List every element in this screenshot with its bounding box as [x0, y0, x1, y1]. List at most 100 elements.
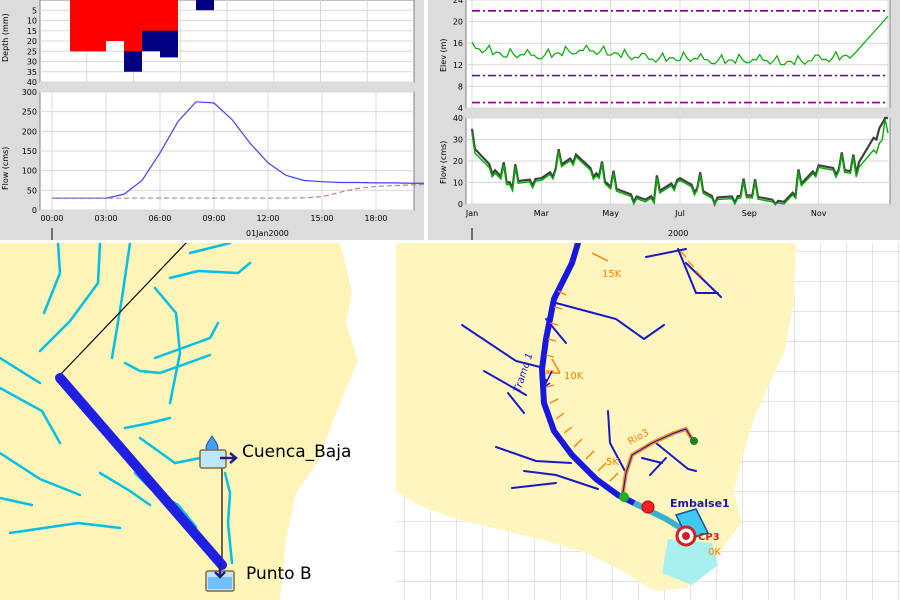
hflow-series-line: [52, 183, 424, 199]
res-flow-x-ticks: Jan Mar May Jul Sep Nov: [465, 209, 827, 218]
rflow-y-tick: 40: [453, 114, 463, 123]
elev-y-tick: 20: [453, 18, 463, 27]
elev-series-line: [471, 15, 889, 66]
elev-ylabel: Elev (m): [439, 38, 448, 72]
rflow-x-tick: Mar: [534, 209, 550, 218]
link-line-1: [59, 243, 187, 376]
subbasin-label: Cuenca_Baja: [242, 442, 351, 462]
precip-y-tick: 15: [27, 27, 37, 36]
hflow-x-tick: 06:00: [148, 214, 171, 223]
hflow-y-tick: 50: [27, 186, 37, 195]
precip-y-tick: 25: [27, 47, 37, 56]
reservoir-label: Embalse1: [670, 497, 730, 510]
precip-y-tick: 35: [27, 68, 37, 77]
elev-y-tick: 12: [453, 61, 463, 70]
elev-y-tick: 4: [458, 104, 463, 113]
control-point-center: [682, 532, 690, 540]
hflow-series-line: [52, 101, 424, 199]
rflow-x-tick: May: [602, 209, 619, 218]
res-flow-ylabel: Flow (cms): [439, 141, 448, 184]
rio3-reach-inner: [621, 428, 693, 500]
junction-label: Punto B: [246, 564, 312, 584]
hydro-flow-xsublabel: 01Jan2000: [246, 229, 289, 238]
hflow-y-tick: 200: [22, 127, 37, 136]
precip-y-tick: 5: [32, 6, 37, 15]
precip-y-tick: 20: [27, 37, 37, 46]
precip-y-tick: 40: [27, 78, 37, 87]
res-flow-xsublabel: 2000: [668, 229, 688, 238]
watershed-area: [0, 243, 358, 600]
res-flow-lines: [470, 116, 889, 207]
hydrograph-panel: 5 10 15 20 25 30 35 40 Depth (mm) 0 50 100 150 200 2…: [0, 0, 424, 240]
station-label-15k: 15K: [602, 269, 622, 280]
precip-bar: [160, 0, 178, 31]
hflow-x-tick: 15:00: [310, 214, 333, 223]
basin-map-2[interactable]: 15K 10K 5K 0K Embalse1 CP3 Tramo 1 Rio3: [396, 243, 900, 600]
rflow-series-line: [470, 116, 888, 207]
hflow-y-tick: 250: [22, 108, 37, 117]
rflow-x-tick: Sep: [742, 209, 757, 218]
watershed-area-2: [396, 243, 796, 591]
station-label-5k: 5K: [606, 457, 619, 468]
main-river-tramo1[interactable]: [538, 243, 637, 506]
control-point-label: CP3: [698, 532, 720, 543]
basin-map-1[interactable]: Cuenca_Baja Punto B: [0, 243, 393, 600]
rflow-y-tick: 0: [458, 200, 463, 209]
elev-plot-area: [465, 0, 891, 109]
station-marker-15k: [591, 252, 609, 262]
hflow-x-tick: 12:00: [256, 214, 279, 223]
confluence-dot: [619, 492, 629, 502]
hflow-x-tick: 00:00: [40, 214, 63, 223]
precip-bar: [196, 0, 214, 11]
elev-gridlines: [466, 0, 890, 109]
rflow-x-tick: Nov: [811, 209, 827, 218]
hflow-y-tick: 0: [32, 206, 37, 215]
rflow-x-tick: Jul: [674, 209, 685, 218]
res-flow-gridlines: [466, 117, 890, 205]
hflow-x-tick: 18:00: [364, 214, 387, 223]
reservoir-node-icon[interactable]: [641, 500, 655, 514]
subbasin-icon[interactable]: [199, 435, 238, 469]
precip-bar: [124, 0, 142, 52]
elev-lines: [471, 10, 889, 104]
hflow-y-tick: 300: [22, 88, 37, 97]
stream-network: [0, 243, 252, 565]
precip-bar: [142, 0, 160, 31]
elev-y-tick: 8: [458, 82, 463, 91]
flow-direction-arrow-icon: [543, 370, 553, 388]
junction-icon[interactable]: [205, 563, 235, 592]
precip-bars: [70, 0, 214, 72]
rio3-junction-dot: [690, 437, 698, 445]
elev-y-ticks: 4 8 12 16 20 24: [453, 0, 463, 113]
hflow-y-tick: 150: [22, 147, 37, 156]
reservoir-panel: 4 8 12 16 20 24 Elev (m) 0 10 20 30 40 Jan Mar May J…: [428, 0, 900, 240]
hydro-flow-y-ticks: 0 50 100 150 200 250 300: [22, 88, 37, 215]
precip-y-tick: 30: [27, 58, 37, 67]
tributary-network: [461, 248, 722, 490]
elev-y-tick: 16: [453, 39, 463, 48]
precip-bar: [70, 0, 88, 52]
rflow-y-tick: 30: [453, 136, 463, 145]
hflow-y-tick: 100: [22, 167, 37, 176]
precip-bar: [106, 0, 124, 41]
rflow-series-line: [471, 119, 889, 206]
hydro-flow-ylabel: Flow (cms): [1, 147, 10, 190]
precip-bar: [88, 0, 106, 52]
elev-y-tick: 24: [453, 0, 463, 5]
main-reach[interactable]: [55, 373, 227, 570]
precip-ylabel: Depth (mm): [1, 13, 10, 62]
station-label-10k: 10K: [564, 371, 584, 382]
hydro-flow-lines: [52, 101, 424, 199]
res-flow-y-ticks: 0 10 20 30 40: [453, 114, 463, 209]
hydro-flow-x-ticks: 00:00 03:00 06:00 09:00 12:00 15:00 18:00: [40, 214, 387, 223]
station-marker-10k: [546, 358, 561, 374]
rflow-x-tick: Jan: [465, 209, 478, 218]
river-station-ticks: [545, 250, 703, 482]
rflow-y-tick: 10: [453, 179, 463, 188]
station-label-0k: 0K: [708, 547, 721, 558]
hflow-x-tick: 03:00: [94, 214, 117, 223]
hflow-x-tick: 09:00: [202, 214, 225, 223]
rflow-y-tick: 20: [453, 157, 463, 166]
precip-y-tick: 10: [27, 17, 37, 26]
